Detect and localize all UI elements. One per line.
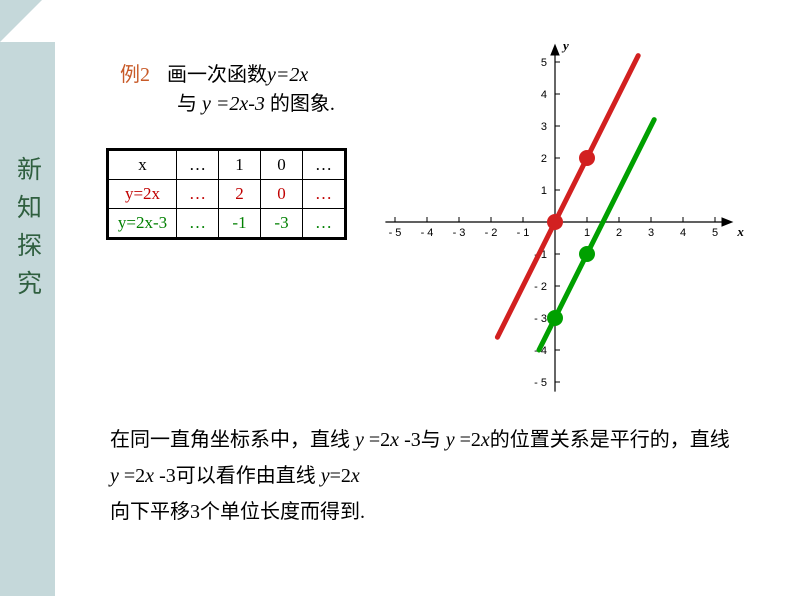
title-line1-prefix: 画一次函数 bbox=[167, 64, 267, 86]
svg-text:4: 4 bbox=[541, 89, 547, 101]
conclusion-text: 在同一直角坐标系中，直线 y =2x -3与 y =2x的位置关系是平行的，直线… bbox=[110, 422, 740, 530]
table-cell: … bbox=[303, 180, 345, 209]
svg-text:5: 5 bbox=[541, 57, 547, 69]
title-eq2: y =2x-3 bbox=[202, 93, 265, 115]
data-table: x … 1 0 … y=2x … 2 0 … y=2x-3 … -1 -3 … bbox=[106, 148, 347, 240]
svg-text:5: 5 bbox=[712, 227, 718, 239]
table-cell: -1 bbox=[219, 209, 261, 238]
table-cell: y=2x bbox=[109, 180, 177, 209]
title-line2-prefix: 与 bbox=[177, 93, 202, 115]
table-header-cell: x bbox=[109, 151, 177, 180]
table-header-cell: 1 bbox=[219, 151, 261, 180]
problem-title: 例2 画一次函数y=2x 与 y =2x-3 的图象. bbox=[120, 58, 335, 116]
example-label: 例2 bbox=[120, 64, 150, 86]
svg-text:2: 2 bbox=[616, 227, 622, 239]
table-row-y2x-3: y=2x-3 … -1 -3 … bbox=[109, 209, 345, 238]
coordinate-graph: - 5- 4- 3- 2- 112345- 5- 4- 3- 2- 112345… bbox=[370, 20, 760, 410]
table-cell: 2 bbox=[219, 180, 261, 209]
table-header-cell: … bbox=[177, 151, 219, 180]
svg-text:1: 1 bbox=[541, 185, 547, 197]
table-cell: … bbox=[177, 180, 219, 209]
table-cell: -3 bbox=[261, 209, 303, 238]
table-row-y2x: y=2x … 2 0 … bbox=[109, 180, 345, 209]
svg-text:- 5: - 5 bbox=[389, 227, 402, 239]
table-cell: 0 bbox=[261, 180, 303, 209]
svg-text:3: 3 bbox=[648, 227, 654, 239]
sidebar-title: 新 知 探 究 bbox=[17, 152, 42, 304]
svg-text:- 3: - 3 bbox=[534, 313, 547, 325]
svg-text:- 2: - 2 bbox=[534, 281, 547, 293]
table-cell: … bbox=[177, 209, 219, 238]
sidebar bbox=[0, 42, 55, 596]
table-cell: … bbox=[303, 209, 345, 238]
svg-text:y: y bbox=[561, 38, 569, 53]
svg-text:- 4: - 4 bbox=[421, 227, 434, 239]
title-eq1: y=2x bbox=[267, 64, 308, 86]
svg-text:4: 4 bbox=[680, 227, 686, 239]
title-line2-suffix: 的图象. bbox=[265, 93, 335, 115]
table-header-cell: … bbox=[303, 151, 345, 180]
table-header-row: x … 1 0 … bbox=[109, 151, 345, 180]
table-cell: y=2x-3 bbox=[109, 209, 177, 238]
svg-text:- 1: - 1 bbox=[517, 227, 530, 239]
svg-text:- 3: - 3 bbox=[453, 227, 466, 239]
corner-decoration bbox=[0, 0, 42, 42]
svg-text:3: 3 bbox=[541, 121, 547, 133]
svg-text:x: x bbox=[736, 224, 744, 239]
svg-text:- 2: - 2 bbox=[485, 227, 498, 239]
svg-text:- 5: - 5 bbox=[534, 377, 547, 389]
table-header-cell: 0 bbox=[261, 151, 303, 180]
svg-text:2: 2 bbox=[541, 153, 547, 165]
svg-text:1: 1 bbox=[584, 227, 590, 239]
